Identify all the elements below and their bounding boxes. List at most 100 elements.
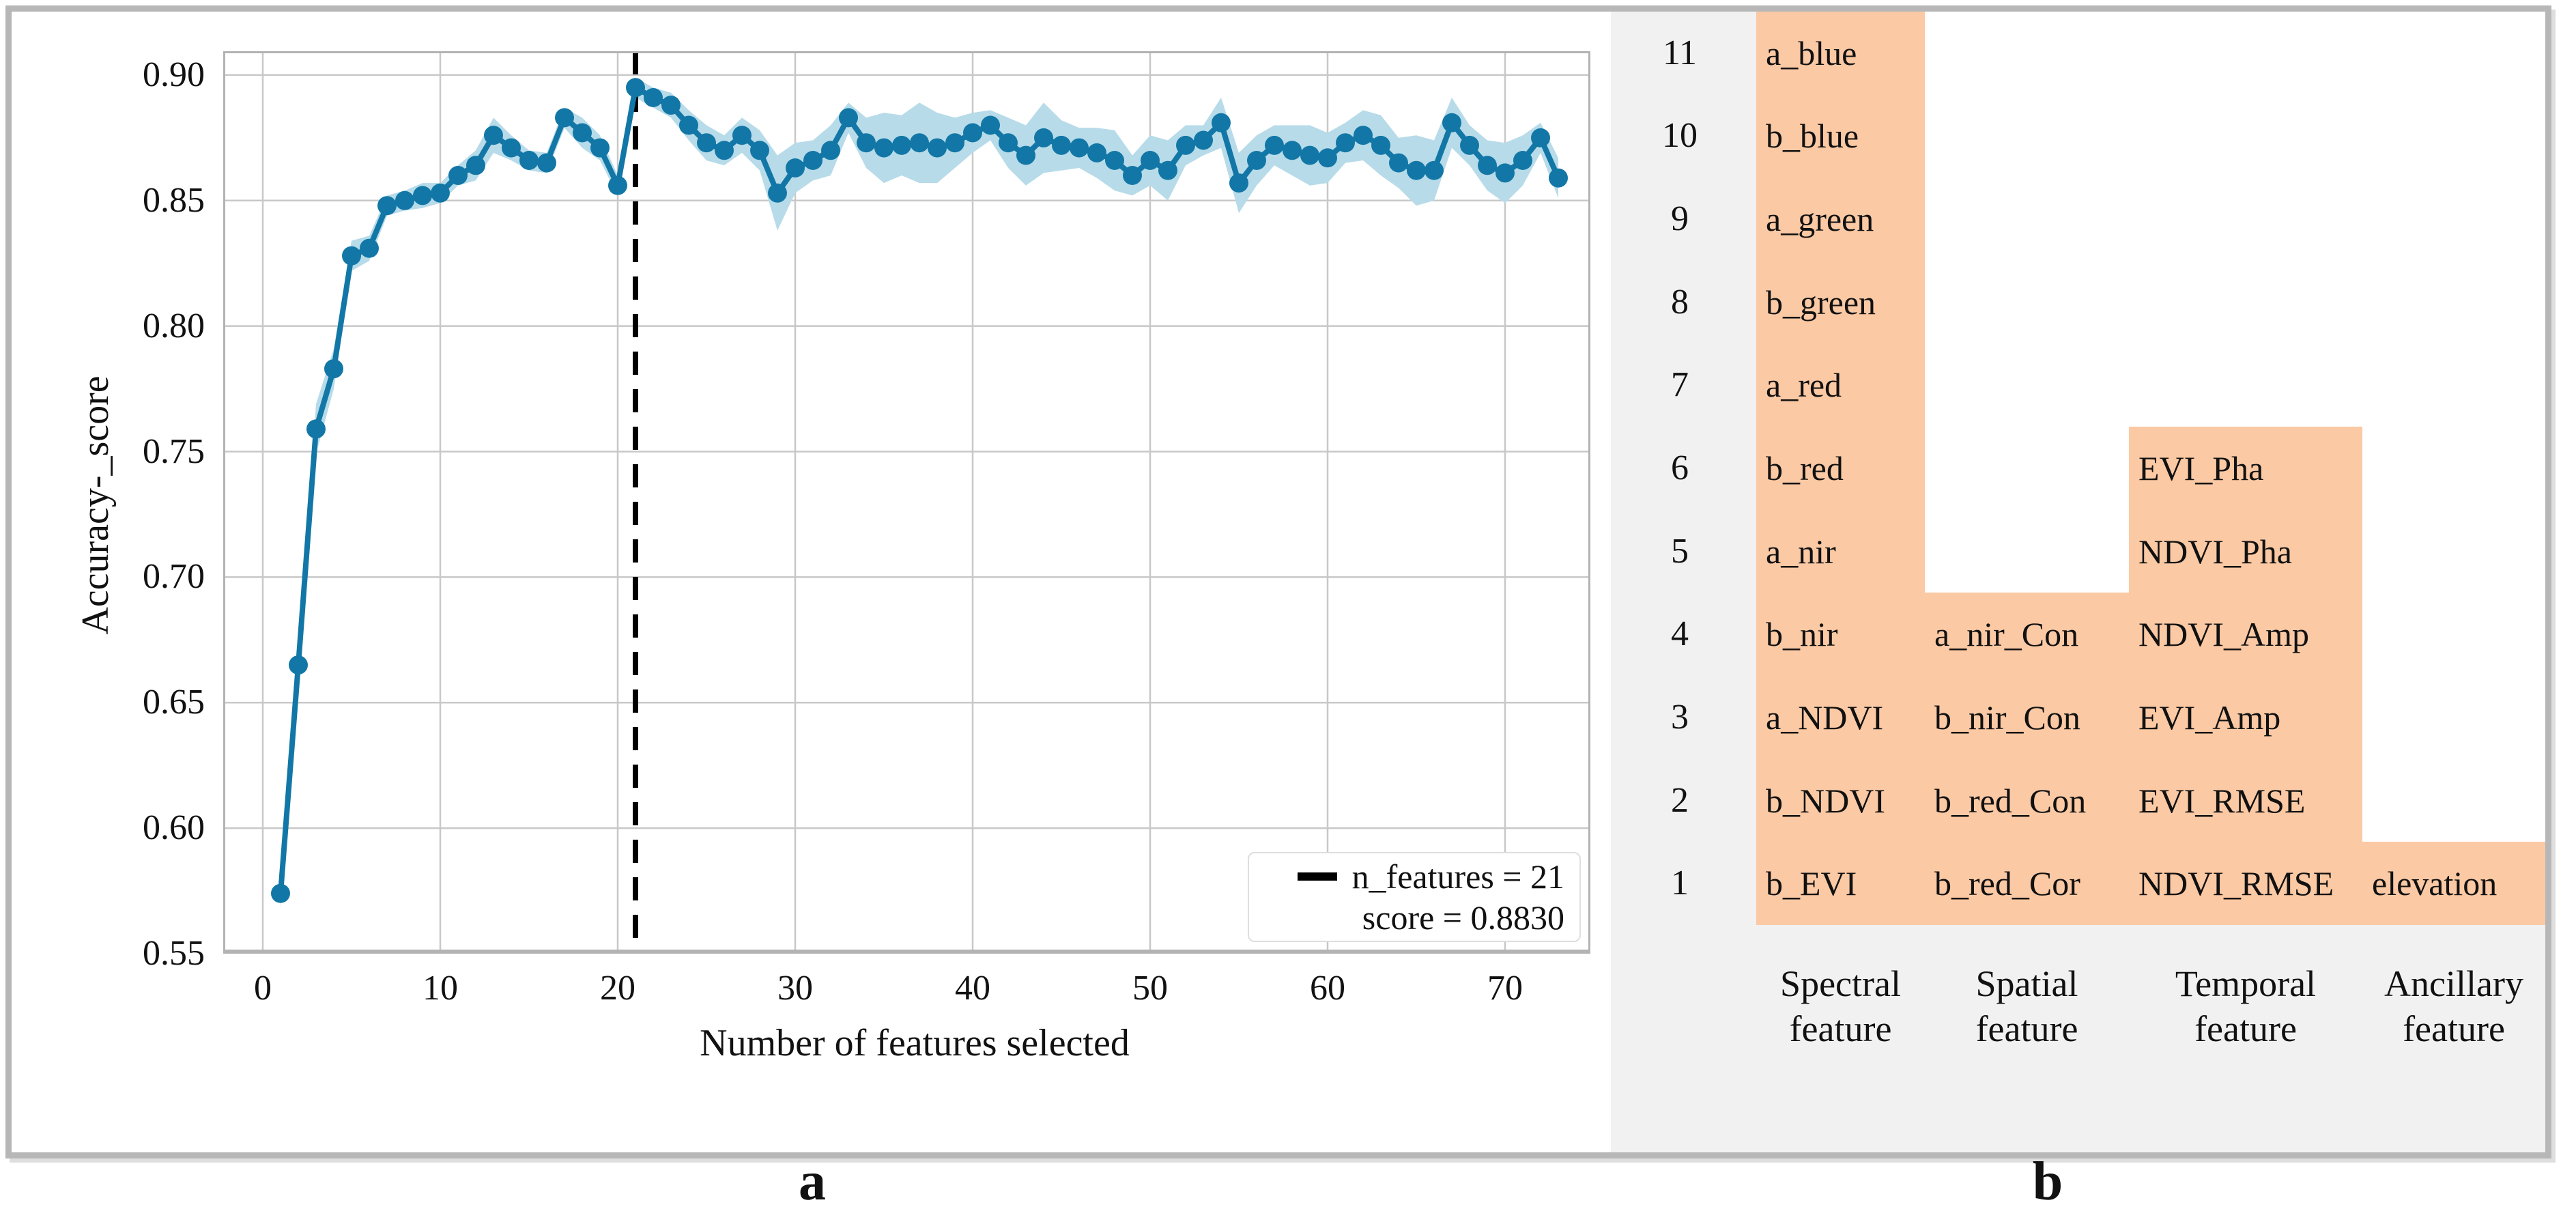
data-point	[1478, 156, 1497, 175]
data-point	[1016, 145, 1035, 165]
data-point	[874, 138, 893, 158]
feature-bar-temporal	[2129, 427, 2362, 925]
data-point	[928, 138, 947, 158]
data-point	[644, 88, 663, 107]
data-point	[1087, 143, 1106, 162]
column-header-line1: Spectral	[1780, 963, 1901, 1004]
data-point	[1052, 135, 1071, 155]
data-point	[981, 115, 1000, 135]
feature-cell-temporal: NDVI_Pha	[2138, 532, 2292, 571]
caption-a: a	[799, 1152, 826, 1209]
data-point	[1354, 126, 1373, 145]
x-tick-label: 30	[777, 969, 813, 1008]
rank-number: 8	[1671, 282, 1689, 322]
y-tick-label: 0.85	[143, 180, 205, 220]
data-point	[590, 138, 610, 158]
feature-bar-spectral	[1756, 12, 1925, 925]
feature-cell-spectral: b_green	[1766, 283, 1876, 322]
rank-number: 9	[1671, 199, 1689, 239]
data-point	[1300, 145, 1319, 165]
feature-cell-spectral: b_EVI	[1766, 864, 1857, 903]
data-point	[289, 655, 308, 675]
data-point	[502, 138, 521, 158]
data-point	[1389, 153, 1408, 173]
rank-number: 2	[1671, 780, 1689, 820]
column-header-line2: feature	[1789, 1008, 1892, 1049]
data-point	[1229, 173, 1248, 193]
data-point	[1070, 138, 1089, 158]
column-header-line2: feature	[2194, 1008, 2297, 1049]
feature-cell-temporal: NDVI_RMSE	[2138, 864, 2334, 903]
column-header-ancillary: Ancillary feature	[2338, 961, 2570, 1051]
rank-number: 3	[1671, 697, 1689, 737]
feature-bar-ancillary	[2362, 842, 2545, 925]
data-point	[1425, 160, 1444, 180]
feature-cell-spectral: b_red	[1766, 449, 1844, 487]
data-point	[1371, 135, 1390, 155]
x-axis-label: Number of features selected	[700, 1022, 1130, 1064]
data-point	[1265, 135, 1284, 155]
data-point	[1176, 135, 1195, 155]
data-point	[626, 78, 645, 98]
data-point	[1531, 128, 1550, 147]
data-point	[945, 133, 964, 153]
legend: n_features = 21 score = 0.8830	[1248, 852, 1581, 942]
feature-cell-spatial: b_nir_Con	[1934, 698, 2080, 737]
data-point	[537, 153, 556, 173]
column-header-line1: Ancillary	[2384, 963, 2523, 1004]
legend-line-1: n_features = 21	[1351, 857, 1564, 896]
data-point	[963, 123, 982, 143]
data-point	[999, 133, 1018, 153]
data-point	[892, 135, 911, 155]
rank-number: 7	[1671, 365, 1689, 405]
column-header-spatial: Spatial feature	[1911, 961, 2143, 1051]
data-point	[750, 141, 769, 160]
data-point	[1495, 163, 1515, 183]
data-point	[324, 359, 343, 379]
data-point	[1194, 130, 1213, 150]
y-tick-label: 0.70	[143, 557, 205, 597]
accuracy-chart	[223, 51, 1590, 954]
data-point	[608, 175, 627, 195]
data-point	[377, 196, 397, 216]
data-point	[1158, 160, 1177, 180]
data-point	[786, 158, 805, 177]
data-point	[413, 186, 432, 205]
data-point	[448, 166, 468, 185]
data-point	[395, 190, 414, 210]
data-point	[732, 126, 752, 145]
y-tick-label: 0.90	[143, 55, 205, 94]
feature-cell-spectral: b_blue	[1766, 117, 1859, 156]
feature-cell-spectral: b_NDVI	[1766, 781, 1885, 820]
data-point	[555, 108, 574, 128]
column-header-line2: feature	[1975, 1008, 2078, 1049]
data-point	[1123, 166, 1142, 185]
legend-row-2: score = 0.8830	[1362, 897, 1564, 938]
rank-number: 5	[1671, 531, 1689, 571]
data-point	[679, 115, 698, 135]
data-point	[466, 156, 485, 175]
x-tick-label: 20	[600, 969, 635, 1008]
rank-number: 11	[1662, 33, 1698, 72]
data-point	[1549, 168, 1568, 188]
data-point	[821, 141, 840, 160]
data-point	[715, 141, 734, 160]
data-point	[573, 123, 592, 143]
confidence-band	[281, 77, 1558, 909]
caption-b: b	[2032, 1152, 2063, 1209]
data-point	[1407, 160, 1426, 180]
feature-cell-spectral: a_NDVI	[1766, 698, 1884, 737]
data-point	[519, 151, 539, 170]
x-tick-label: 60	[1310, 969, 1345, 1008]
x-tick-label: 70	[1487, 969, 1523, 1008]
y-tick-label: 0.80	[143, 306, 205, 345]
x-tick-label: 10	[423, 969, 458, 1008]
feature-cell-spatial: b_red_Cor	[1934, 864, 2080, 903]
x-tick-label: 0	[254, 969, 272, 1008]
feature-cell-spectral: b_nir	[1766, 615, 1838, 654]
data-point	[839, 108, 858, 128]
data-point	[1034, 128, 1053, 147]
feature-cell-temporal: EVI_RMSE	[2138, 781, 2306, 820]
feature-cell-spectral: a_red	[1766, 366, 1842, 405]
